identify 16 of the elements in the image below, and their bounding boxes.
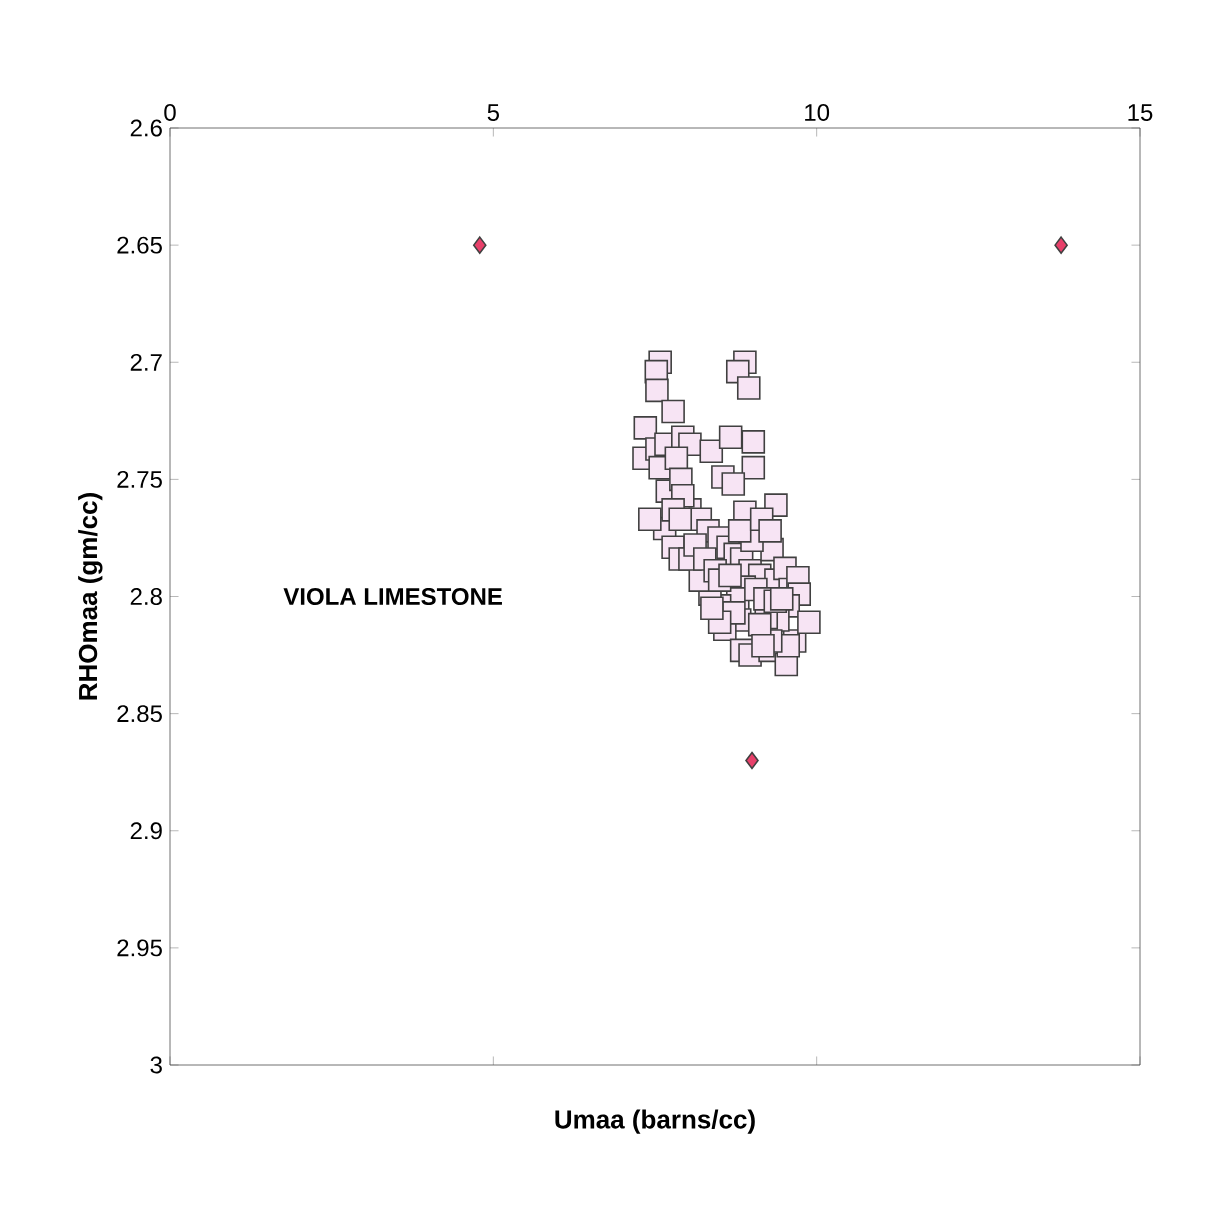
y-tick-label: 2.9 <box>130 822 162 840</box>
y-tick-label: 2.8 <box>130 588 162 605</box>
x-axis-title: Umaa (barns/cc) <box>555 1109 755 1134</box>
x-tick-label: 0 <box>164 103 176 121</box>
y-tick-label: 2.65 <box>117 236 162 254</box>
y-axis-title: RHOmaa (gm/cc) <box>78 493 103 700</box>
y-tick-label: 2.75 <box>117 470 162 488</box>
y-tick-label: 3 <box>150 1056 162 1074</box>
annotation: VIOLA LIMESTONE <box>283 588 502 605</box>
x-tick-label: 10 <box>805 103 830 121</box>
y-tick-label: 2.95 <box>117 939 162 957</box>
y-tick-label: 2.7 <box>130 353 162 371</box>
x-tick-label: 5 <box>487 104 499 121</box>
x-tick-label: 15 <box>1128 104 1153 121</box>
y-tick-label: 2.6 <box>130 119 162 137</box>
y-tick-label: 2.85 <box>117 705 162 723</box>
